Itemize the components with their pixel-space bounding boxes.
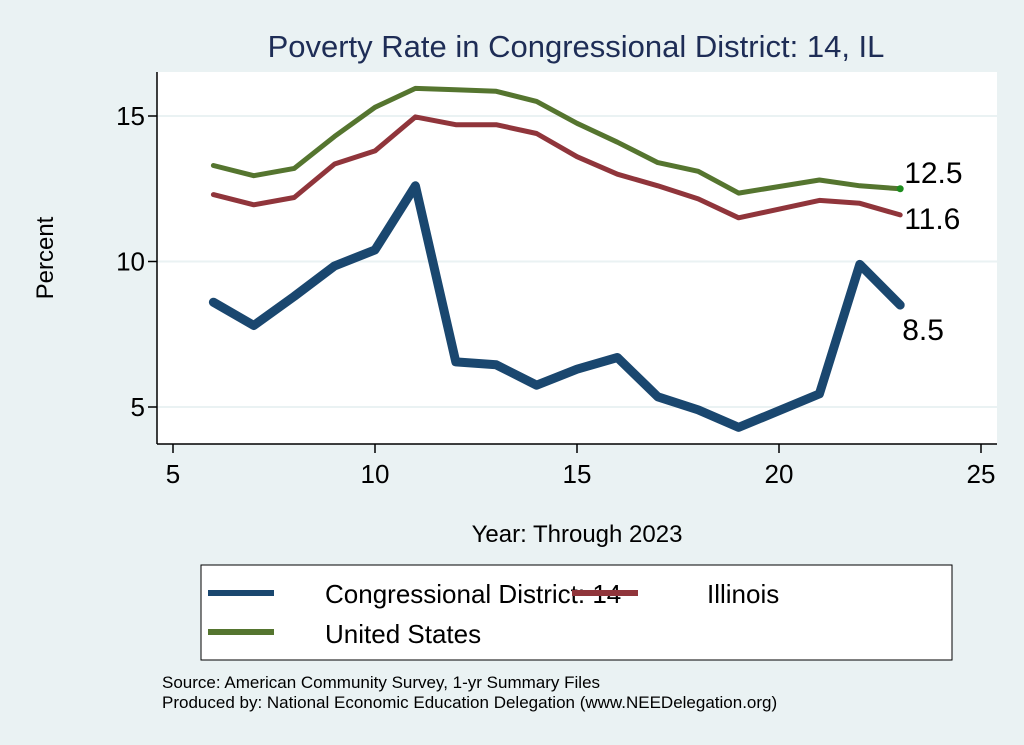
x-tick-label: 25: [967, 459, 996, 489]
x-tick-label: 10: [361, 459, 390, 489]
series-line-illinois: [210, 114, 903, 221]
series-line-united-states: [210, 85, 903, 196]
end-labels: 8.5 11.6 12.5: [902, 157, 962, 347]
plot-area: [157, 72, 997, 444]
y-tick-label: 10: [116, 247, 145, 277]
source-note: Source: American Community Survey, 1-yr …: [162, 673, 600, 692]
x-tick-label: 5: [166, 459, 180, 489]
y-axis-label: Percent: [32, 216, 59, 299]
chart-title: Poverty Rate in Congressional District: …: [268, 29, 885, 64]
end-label-united-states: 12.5: [904, 157, 962, 190]
y-tick-label: 5: [131, 392, 145, 422]
legend-label-illinois: Illinois: [707, 579, 779, 609]
ticks: 5 10 15 5 10 15 20 25: [116, 101, 995, 489]
producer-note: Produced by: National Economic Education…: [162, 693, 777, 712]
series: [208, 85, 905, 432]
legend: Congressional District: 14 Illinois Unit…: [200, 564, 953, 661]
end-label-district: 8.5: [902, 314, 944, 347]
x-tick-label: 20: [765, 459, 794, 489]
legend-label-united-states: United States: [325, 619, 481, 649]
x-tick-label: 15: [563, 459, 592, 489]
series-line-district: [208, 181, 905, 432]
us-end-marker: [896, 185, 904, 193]
y-tick-label: 15: [116, 101, 145, 131]
x-axis-label: Year: Through 2023: [472, 521, 683, 548]
end-label-illinois: 11.6: [904, 203, 960, 236]
legend-label-district: Congressional District: 14: [325, 579, 621, 609]
legend-box: [200, 564, 953, 661]
